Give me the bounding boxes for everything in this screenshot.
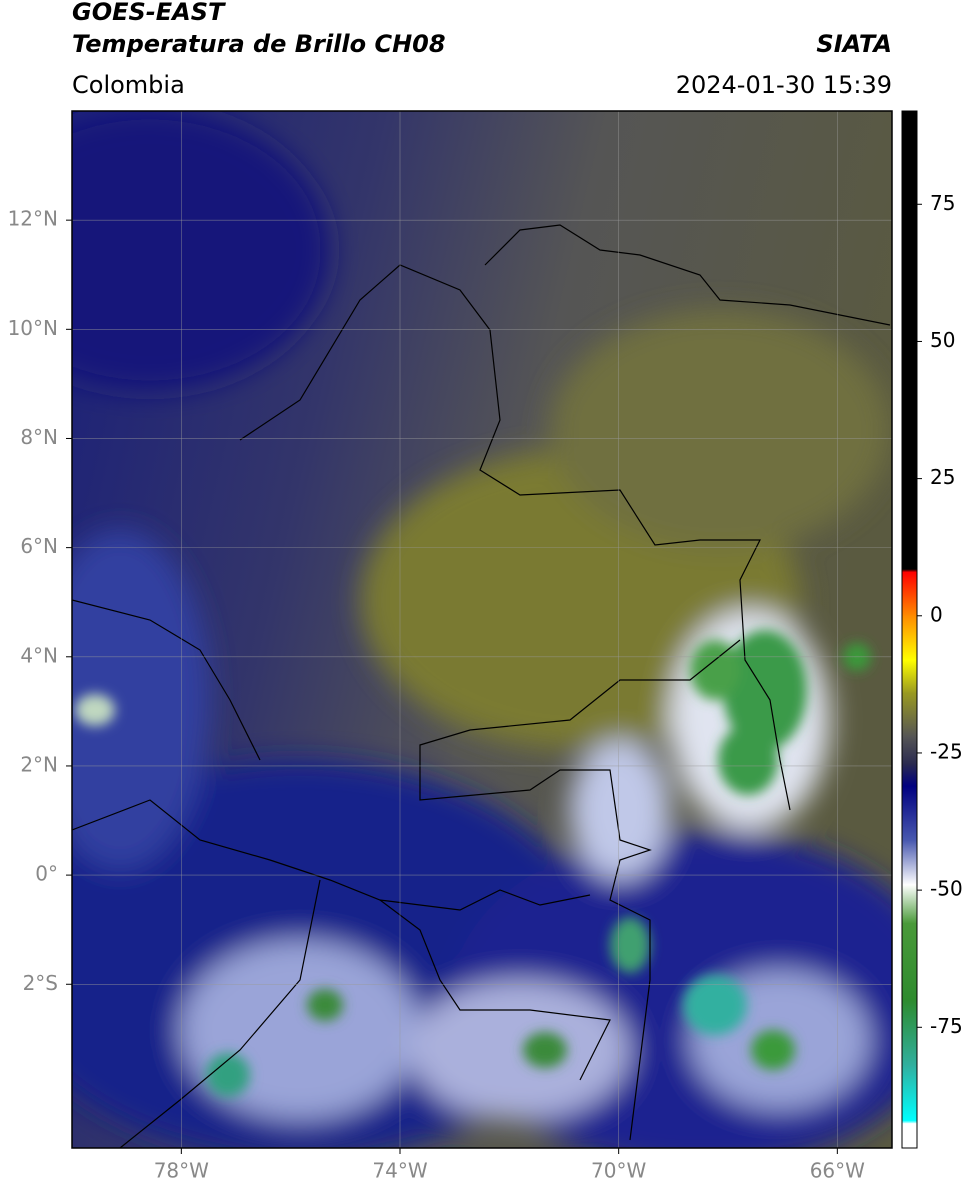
colorbar-segment [902, 763, 917, 787]
x-tick-label: 78°W [154, 1159, 209, 1183]
colorbar-tick-label: 50 [930, 328, 955, 352]
colorbar-tick-label: 0 [930, 602, 943, 626]
y-tick-label: 2°N [20, 752, 58, 776]
colorbar-tick-label: -75 [930, 1014, 963, 1038]
colorbar-segment [902, 736, 917, 765]
map-frame [71, 110, 893, 1149]
x-tick-label: 74°W [372, 1159, 427, 1183]
colorbar-segment [902, 840, 917, 886]
timestamp: 2024-01-30 15:39 [676, 71, 892, 99]
region: Colombia [72, 71, 185, 99]
colorbar-tick-label: -25 [930, 739, 963, 763]
colorbar-segment [902, 1120, 917, 1124]
colorbar-segment [902, 999, 917, 1067]
x-tick-label: 70°W [591, 1159, 646, 1183]
subtitle: Temperatura de Brillo CH08 [72, 30, 446, 58]
y-tick-label: 8°N [20, 425, 58, 449]
x-tick-label: 66°W [810, 1159, 865, 1183]
colorbar-segment [902, 111, 917, 570]
satellite-image [72, 111, 892, 1148]
colorbar-tick-label: -50 [930, 877, 963, 901]
y-tick-label: 2°S [23, 971, 58, 995]
colorbar-segment [902, 692, 917, 737]
colorbar-segment [902, 615, 917, 661]
colorbar-segment [902, 1065, 917, 1122]
colorbar-segment [902, 571, 917, 617]
colorbar-frame [901, 110, 918, 1149]
colorbar-segment [902, 785, 917, 842]
colorbar-tick-label: 25 [930, 465, 955, 489]
y-tick-label: 0° [35, 862, 58, 886]
y-tick-label: 10°N [8, 316, 58, 340]
y-tick-label: 12°N [8, 207, 58, 231]
colorbar-segment [902, 569, 917, 573]
colorbar-tick-label: 75 [930, 191, 955, 215]
y-tick-label: 6°N [20, 534, 58, 558]
colorbar-segment [902, 659, 917, 694]
title: GOES-EAST [72, 0, 226, 26]
y-tick-label: 4°N [20, 643, 58, 667]
colorbar-segment [902, 884, 917, 924]
colorbar-segment [902, 923, 917, 1001]
colorbar-segment [902, 1123, 917, 1149]
source: SIATA [816, 30, 892, 58]
